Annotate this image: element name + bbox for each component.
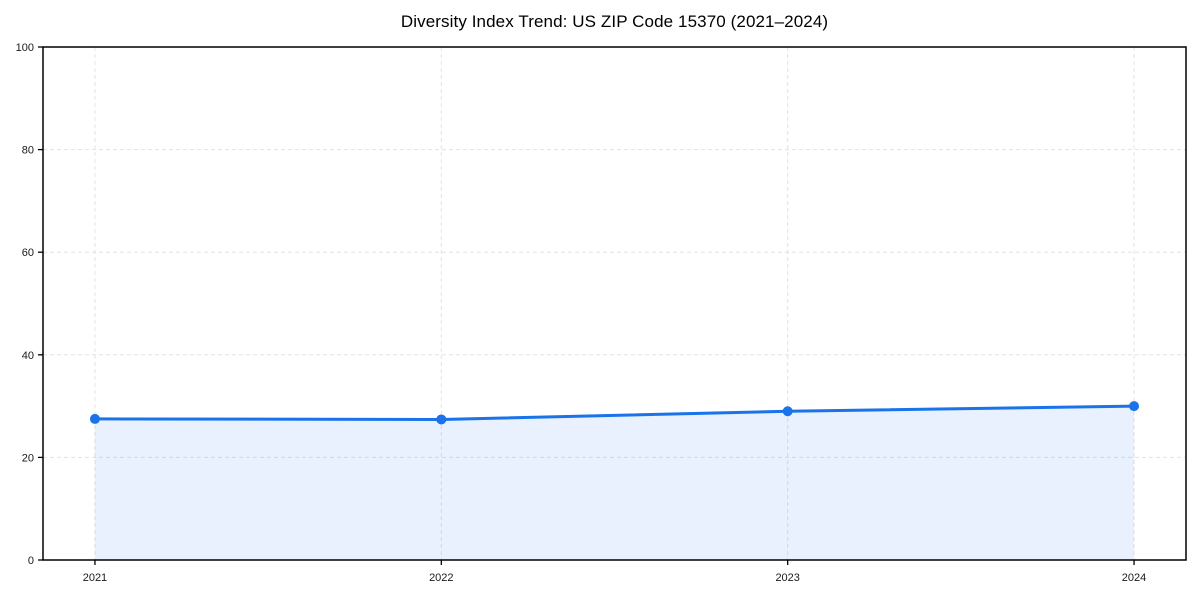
x-axis-tick-label: 2024 — [1122, 572, 1146, 584]
y-axis-tick-label: 20 — [22, 452, 34, 464]
data-point-marker — [782, 406, 793, 417]
x-axis-tick-label: 2023 — [775, 572, 799, 584]
y-axis-tick-label: 80 — [22, 145, 34, 157]
y-axis-tick-label: 60 — [22, 247, 34, 259]
y-axis-tick-label: 40 — [22, 350, 34, 362]
plot-frame — [42, 46, 1187, 561]
x-axis-tick-label: 2022 — [429, 572, 453, 584]
y-axis-tick-label: 100 — [16, 42, 34, 54]
series-line — [93, 404, 1136, 421]
data-point-marker — [436, 414, 447, 425]
y-axis-tick-label: 0 — [28, 555, 34, 567]
chart-title: Diversity Index Trend: US ZIP Code 15370… — [400, 12, 829, 31]
data-point-marker — [89, 413, 100, 424]
series-area-fill — [94, 406, 1135, 560]
data-point-marker — [1129, 401, 1140, 412]
x-axis-tick-label: 2021 — [83, 572, 107, 584]
